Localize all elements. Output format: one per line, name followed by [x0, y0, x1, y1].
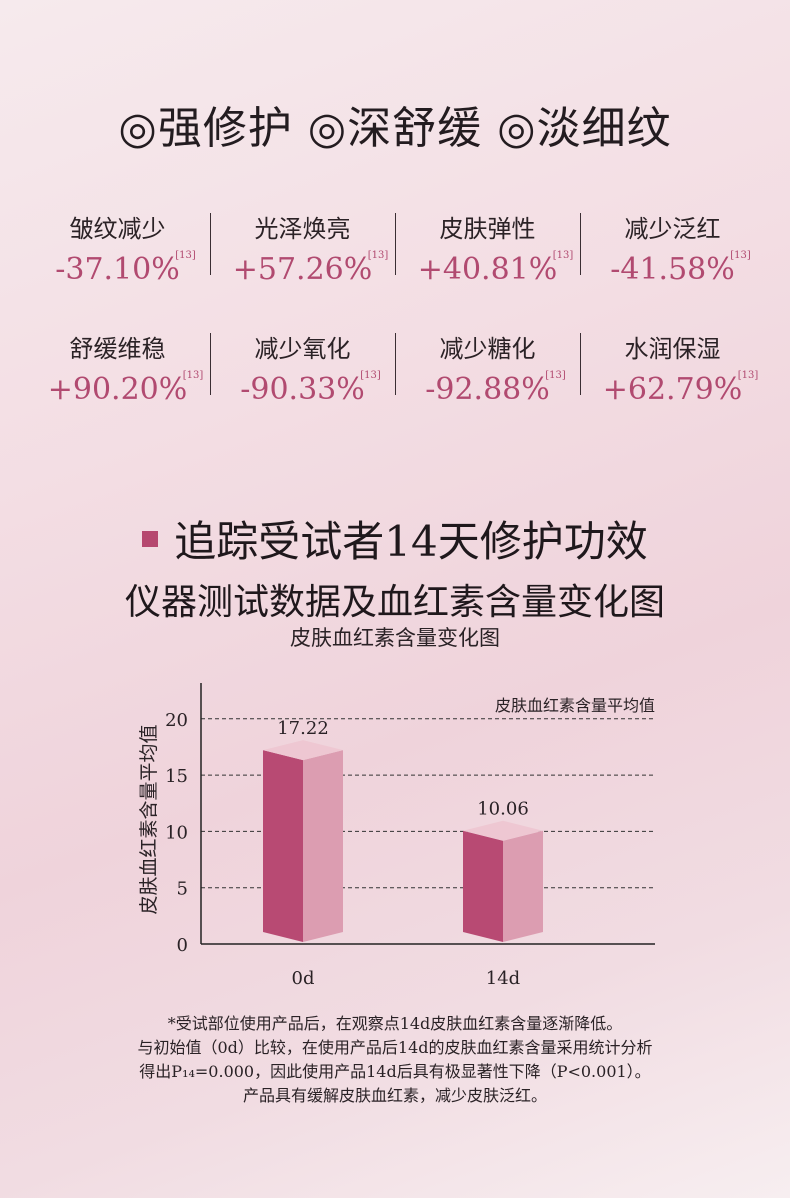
stat-ref: [13]	[545, 370, 566, 381]
stat-ref: [13]	[175, 250, 196, 261]
stats-row-1: 皱纹减少 -37.10% [13] 光泽焕亮 +57.26% [13] 皮肤弹性 +…	[25, 205, 765, 287]
bar-front-14d	[463, 830, 503, 942]
stat-value-text: -37.10%	[55, 252, 180, 287]
stat-value: -37.10% [13]	[55, 250, 196, 287]
y-tick-label: 10	[165, 822, 188, 843]
stat-radiance: 光泽焕亮 +57.26% [13]	[210, 205, 395, 287]
section-title-line1: 追踪受试者14天修护功效	[142, 508, 648, 569]
headline: ◎强修护 ◎深舒缓 ◎淡细纹	[118, 103, 672, 154]
stat-value-text: +90.20%	[47, 372, 188, 407]
stat-ref: [13]	[360, 370, 381, 381]
stat-value: -41.58% [13]	[610, 250, 751, 287]
stat-ref: [13]	[737, 370, 759, 381]
stat-value-text: -41.58%	[610, 252, 735, 287]
stat-value: +57.26% [13]	[232, 250, 389, 287]
footnote-line-3: 得出P₁₄=0.000，因此使用产品14d后具有极显著性下降（P<0.001）。	[139, 1062, 651, 1081]
bar-front-0d	[263, 750, 303, 942]
stat-oxidation: 减少氧化 -90.33% [13]	[210, 325, 395, 407]
stat-elasticity: 皮肤弹性 +40.81% [13]	[395, 205, 580, 287]
stat-label: 皱纹减少	[69, 215, 166, 243]
stats-row-2: 舒缓维稳 +90.20% [13] 减少氧化 -90.33% [13] 减少糖化 -…	[25, 325, 765, 407]
stat-label: 皮肤弹性	[439, 215, 536, 243]
stat-value: +40.81% [13]	[417, 250, 574, 287]
stat-value: -92.88% [13]	[425, 370, 566, 407]
section-title: 追踪受试者14天修护功效 仪器测试数据及血红素含量变化图	[0, 508, 790, 625]
stat-value-text: +40.81%	[417, 252, 558, 287]
bar-top-14d	[463, 820, 543, 841]
stats-grid: 皱纹减少 -37.10% [13] 光泽焕亮 +57.26% [13] 皮肤弹性 +…	[25, 205, 765, 445]
stat-value: -90.33% [13]	[240, 370, 381, 407]
stat-wrinkle: 皱纹减少 -37.10% [13]	[25, 205, 210, 287]
stat-value-text: +57.26%	[232, 252, 373, 287]
stat-label: 减少糖化	[439, 335, 536, 363]
y-axis-label: 皮肤血红素含量平均值	[138, 724, 160, 914]
footnote-line-4: 产品具有缓解皮肤血红素，减少皮肤泛红。	[242, 1086, 547, 1105]
y-tick-label: 20	[165, 710, 188, 731]
stat-value-text: -92.88%	[425, 372, 550, 407]
footnote-line-2: 与初始值（0d）比较，在使用产品后14d的皮肤血红素含量采用统计分析	[137, 1038, 653, 1057]
stat-label: 减少氧化	[254, 335, 351, 363]
bar-top-0d	[263, 740, 343, 761]
stat-value-text: -90.33%	[240, 372, 365, 407]
stat-soothing: 舒缓维稳 +90.20% [13]	[25, 325, 210, 407]
stat-ref: [13]	[182, 370, 204, 381]
stat-label: 光泽焕亮	[254, 215, 351, 243]
y-tick-label: 5	[177, 879, 188, 900]
legend-label: 皮肤血红素含量平均值	[495, 696, 655, 715]
stat-value: +62.79% [13]	[602, 370, 759, 407]
x-tick-label: 14d	[486, 968, 520, 989]
stat-redness: 减少泛红 -41.58% [13]	[580, 205, 765, 287]
stat-ref: [13]	[367, 250, 389, 261]
footnote: *受试部位使用产品后，在观察点14d皮肤血红素含量逐渐降低。 与初始值（0d）比…	[0, 1012, 790, 1108]
stat-value-text: +62.79%	[602, 372, 743, 407]
y-tick-label: 0	[177, 935, 188, 956]
bar-value-label: 10.06	[477, 799, 529, 820]
stat-glycation: 减少糖化 -92.88% [13]	[395, 325, 580, 407]
footnote-line-1: *受试部位使用产品后，在观察点14d皮肤血红素含量逐渐降低。	[167, 1014, 623, 1033]
stat-ref: [13]	[552, 250, 574, 261]
bullet-square-icon	[142, 530, 159, 547]
bar-side-0d	[303, 750, 343, 942]
y-tick-label: 15	[165, 766, 188, 787]
stat-label: 减少泛红	[624, 215, 721, 243]
section-title-line1-text: 追踪受试者14天修护功效	[174, 517, 648, 566]
chart-title: 皮肤血红素含量变化图	[290, 626, 500, 650]
stat-label: 水润保湿	[624, 335, 721, 363]
section-title-line2: 仪器测试数据及血红素含量变化图	[124, 582, 665, 623]
bar-side-14d	[503, 830, 543, 942]
bar-value-label: 17.22	[277, 718, 329, 739]
x-tick-label: 0d	[292, 968, 315, 989]
stat-ref: [13]	[730, 250, 751, 261]
stat-value: +90.20% [13]	[47, 370, 204, 407]
stat-hydration: 水润保湿 +62.79% [13]	[580, 325, 765, 407]
stat-label: 舒缓维稳	[69, 335, 166, 363]
